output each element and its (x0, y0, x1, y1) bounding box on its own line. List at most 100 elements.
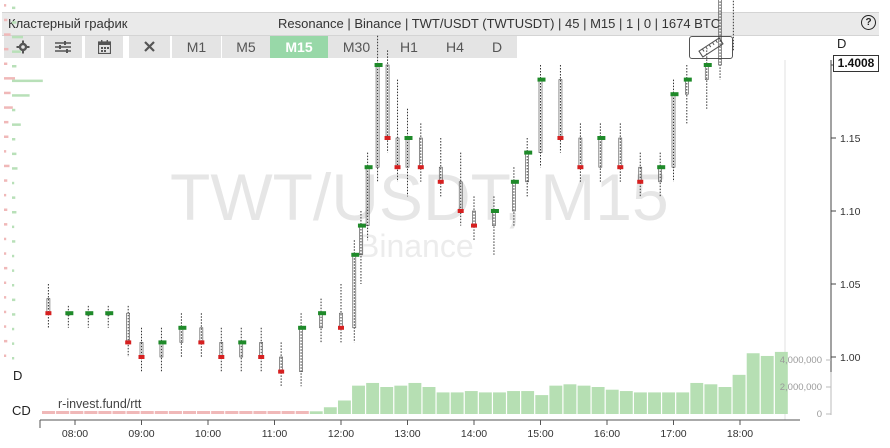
profile-buy-bar (12, 21, 17, 24)
candle-cluster-buy (364, 165, 373, 170)
profile-sell-bar (4, 91, 11, 95)
help-icon[interactable]: ? (861, 15, 876, 30)
volume-bar (662, 392, 676, 414)
profile-sell-bar (4, 18, 8, 22)
indicators-button[interactable] (44, 36, 82, 58)
tf-m5-button[interactable]: M5 (222, 36, 270, 58)
candle-cluster-buy (357, 223, 366, 228)
current-price-label: 1.4008 (833, 55, 879, 72)
candle-cluster-sell (258, 355, 265, 359)
volume-tick-label: 4,000,000 (780, 355, 822, 366)
volume-bar (309, 411, 323, 414)
candle-cluster-sell (637, 179, 644, 184)
time-tick-label: 12:00 (328, 428, 354, 440)
volume-bar (70, 411, 84, 414)
profile-sell-bar (4, 252, 7, 255)
profile-sell-bar (4, 4, 7, 7)
profile-sell-bar (4, 150, 7, 153)
time-tick-label: 11:00 (262, 428, 288, 440)
time-tick-label: 09:00 (128, 428, 154, 440)
cd-pane-label: CD (12, 403, 31, 418)
window-title: Кластерный график (8, 16, 128, 31)
profile-buy-bar (12, 108, 16, 112)
tf-m15-button[interactable]: M15 (270, 36, 328, 58)
close-chart-button[interactable] (129, 36, 170, 58)
volume-bar (450, 392, 464, 414)
profile-buy-bar (12, 327, 15, 331)
calendar-button[interactable] (85, 36, 123, 58)
volume-bar (591, 387, 605, 414)
profile-sell-bar (4, 310, 7, 314)
price-tick-label: 1.15 (840, 133, 861, 145)
volume-bar (408, 382, 422, 414)
volume-bar (507, 391, 521, 414)
profile-buy-bar (12, 123, 21, 126)
profile-sell-bar (4, 281, 7, 284)
profile-sell-bar (4, 135, 9, 138)
candle-cluster-buy (670, 92, 679, 97)
volume-bar (225, 411, 239, 414)
volume-bar (323, 407, 337, 414)
time-tick-label: 14:00 (461, 428, 487, 440)
candle-cluster-buy (657, 165, 666, 170)
candle-cluster-buy (510, 179, 519, 184)
candle-body (718, 0, 722, 66)
volume-bar (42, 411, 56, 414)
profile-sell-bar (4, 164, 10, 168)
profile-buy-bar (12, 138, 16, 141)
time-tick-label: 18:00 (727, 428, 753, 440)
candle-cluster-buy (178, 325, 187, 330)
candle-cluster-sell (278, 369, 285, 374)
volume-bar (197, 411, 211, 414)
volume-pane-label: D (13, 368, 23, 383)
volume-bar (676, 392, 690, 414)
volume-bar (366, 382, 380, 414)
time-tick-label: 08:00 (62, 428, 88, 440)
candles (45, 0, 734, 387)
candle-cluster-buy (105, 311, 114, 316)
volume-bar (84, 411, 98, 414)
volume-bar (718, 387, 732, 414)
window-title-bar: Кластерный график Resonance | Binance | … (2, 12, 879, 36)
candle-cluster-sell (471, 223, 477, 228)
profile-sell-bar (4, 47, 9, 51)
profile-buy-bar (12, 313, 16, 316)
volume-bar (563, 384, 577, 414)
volume-bar (112, 411, 126, 414)
tf-d-button[interactable]: D (477, 36, 517, 58)
profile-buy-bar (12, 240, 16, 243)
volume-bar (619, 391, 633, 414)
volume-profile (4, 4, 43, 360)
volume-bar (648, 392, 661, 414)
volume-bar (633, 392, 647, 414)
volume-bar (98, 411, 112, 414)
watermark-symbol: TWT/USDT, M15 (170, 160, 669, 234)
candle-cluster-sell (138, 355, 145, 359)
profile-sell-bar (4, 325, 7, 328)
volume-histogram (42, 351, 788, 414)
volume-bar (352, 385, 365, 414)
volume-bar (394, 385, 408, 414)
profile-buy-bar (12, 181, 15, 185)
profile-sell-bar (4, 62, 8, 65)
volume-bar (295, 411, 309, 414)
candle-cluster-buy (524, 150, 533, 155)
candle-cluster-buy (85, 311, 94, 316)
volume-bar (774, 351, 788, 414)
volume-bar (436, 392, 450, 414)
tf-m1-button[interactable]: M1 (172, 36, 221, 58)
tf-m30-button[interactable]: M30 (328, 36, 385, 58)
profile-sell-bar (4, 223, 8, 226)
profile-buy-bar (12, 211, 17, 214)
tf-h4-button[interactable]: H4 (433, 36, 477, 58)
tf-h1-button[interactable]: H1 (385, 36, 433, 58)
candle-cluster-sell (417, 165, 424, 170)
profile-buy-bar (12, 152, 17, 156)
volume-bar (168, 411, 182, 414)
volume-bar (253, 411, 267, 414)
ruler-button[interactable] (689, 36, 733, 59)
candle-cluster-buy (683, 77, 692, 82)
candle-cluster-sell (457, 209, 464, 213)
volume-tick-label: 2,000,000 (780, 382, 822, 393)
